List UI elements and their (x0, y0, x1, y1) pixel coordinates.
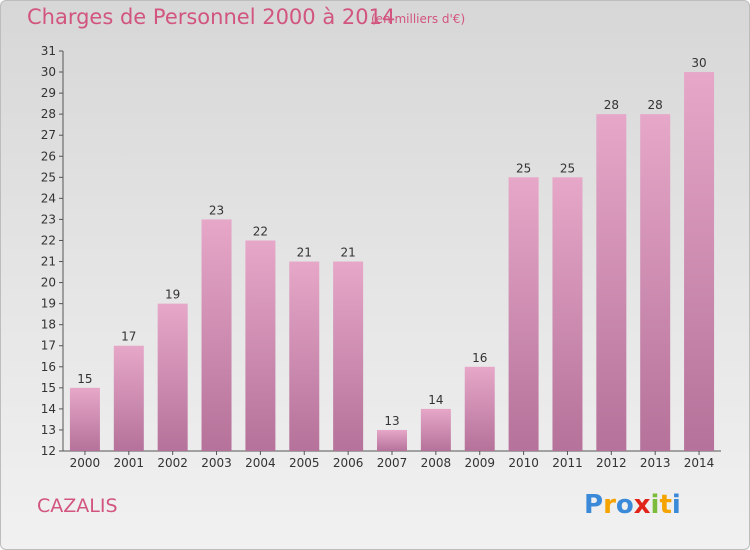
data-label-2003: 23 (209, 203, 224, 217)
x-tick-label-2006: 2006 (333, 456, 364, 470)
axes: 12 13 14 15 16 17 18 19 20 21 22 23 24 25 26 27 28 29 30 31… (41, 44, 721, 470)
x-tick-label-2002: 2002 (157, 456, 188, 470)
y-tick-label: 29 (41, 86, 56, 100)
logo-letter: o (615, 490, 634, 520)
y-tick-label: 18 (41, 318, 56, 332)
bar-2012 (596, 114, 627, 451)
chart-subtitle: (en milliers d'€) (371, 12, 466, 26)
bar-2003 (201, 219, 232, 451)
x-tick-label-2013: 2013 (640, 456, 671, 470)
y-tick-label: 27 (41, 128, 56, 142)
x-tick-label-2004: 2004 (245, 456, 276, 470)
bar-2006 (333, 261, 364, 451)
y-tick-label: 17 (41, 339, 56, 353)
data-label-2011: 25 (560, 161, 575, 175)
bar-2008 (420, 408, 451, 451)
y-tick-label: 25 (41, 170, 56, 184)
x-tick-label-2014: 2014 (684, 456, 715, 470)
x-tick-label-2003: 2003 (201, 456, 232, 470)
y-tick-label: 20 (41, 276, 56, 290)
logo-letter: x (633, 490, 651, 520)
y-tick-label: 12 (41, 444, 56, 458)
data-label-2013: 28 (648, 98, 663, 112)
bar-2013 (640, 114, 671, 451)
x-tick-label-2009: 2009 (464, 456, 495, 470)
y-tick-label: 15 (41, 381, 56, 395)
y-tick-label: 14 (41, 402, 56, 416)
y-tick-label: 22 (41, 233, 56, 247)
chart-title: Charges de Personnel 2000 à 2014 (27, 5, 396, 29)
y-tick-label: 23 (41, 212, 56, 226)
logo-letter: r (603, 490, 616, 520)
data-label-2000: 15 (77, 372, 92, 386)
y-tick-label: 19 (41, 297, 56, 311)
data-label-2007: 13 (384, 414, 399, 428)
logo-letter: P (584, 490, 604, 520)
data-label-2010: 25 (516, 161, 531, 175)
commune-name: CAZALIS (37, 495, 118, 517)
data-label-2012: 28 (604, 98, 619, 112)
bar-2007 (377, 429, 407, 451)
logo-letter: i (671, 490, 681, 520)
x-tick-label-2001: 2001 (114, 456, 145, 470)
bar-2009 (464, 366, 495, 451)
bar-2011 (552, 177, 583, 451)
data-label-2002: 19 (165, 288, 180, 302)
x-tick-label-2012: 2012 (596, 456, 627, 470)
data-labels: 15 17 19 23 22 21 21 13 14 16 25 25 28 28 30 (77, 56, 706, 428)
bar-2002 (157, 303, 188, 451)
y-tick-label: 24 (41, 191, 56, 205)
data-label-2005: 21 (297, 246, 312, 260)
proxiti-logo: Proxiti (584, 490, 681, 520)
y-tick-label: 26 (41, 149, 56, 163)
x-tick-label-2008: 2008 (421, 456, 452, 470)
bar-2000 (69, 387, 100, 451)
y-tick-label: 28 (41, 107, 56, 121)
y-tick-label: 16 (41, 360, 56, 374)
data-label-2008: 14 (428, 393, 443, 407)
logo-letter: i (650, 490, 660, 520)
data-label-2001: 17 (121, 330, 136, 344)
bar-2001 (113, 345, 144, 451)
y-tick-label: 21 (41, 255, 56, 269)
x-tick-label-2005: 2005 (289, 456, 320, 470)
bar-2004 (245, 240, 276, 451)
x-tick-label-2010: 2010 (508, 456, 539, 470)
data-label-2006: 21 (340, 246, 355, 260)
y-tick-label: 31 (41, 44, 56, 58)
bars (69, 72, 715, 451)
data-label-2014: 30 (691, 56, 706, 70)
data-label-2009: 16 (472, 351, 487, 365)
x-tick-label-2000: 2000 (70, 456, 101, 470)
bar-2005 (289, 261, 320, 451)
bar-2010 (508, 177, 539, 451)
y-tick-label: 30 (41, 65, 56, 79)
data-label-2004: 22 (253, 224, 268, 238)
y-tick-label: 13 (41, 423, 56, 437)
x-tick-label-2011: 2011 (552, 456, 583, 470)
x-tick-label-2007: 2007 (377, 456, 408, 470)
logo-letter: t (659, 490, 672, 520)
bar-2014 (684, 72, 715, 451)
